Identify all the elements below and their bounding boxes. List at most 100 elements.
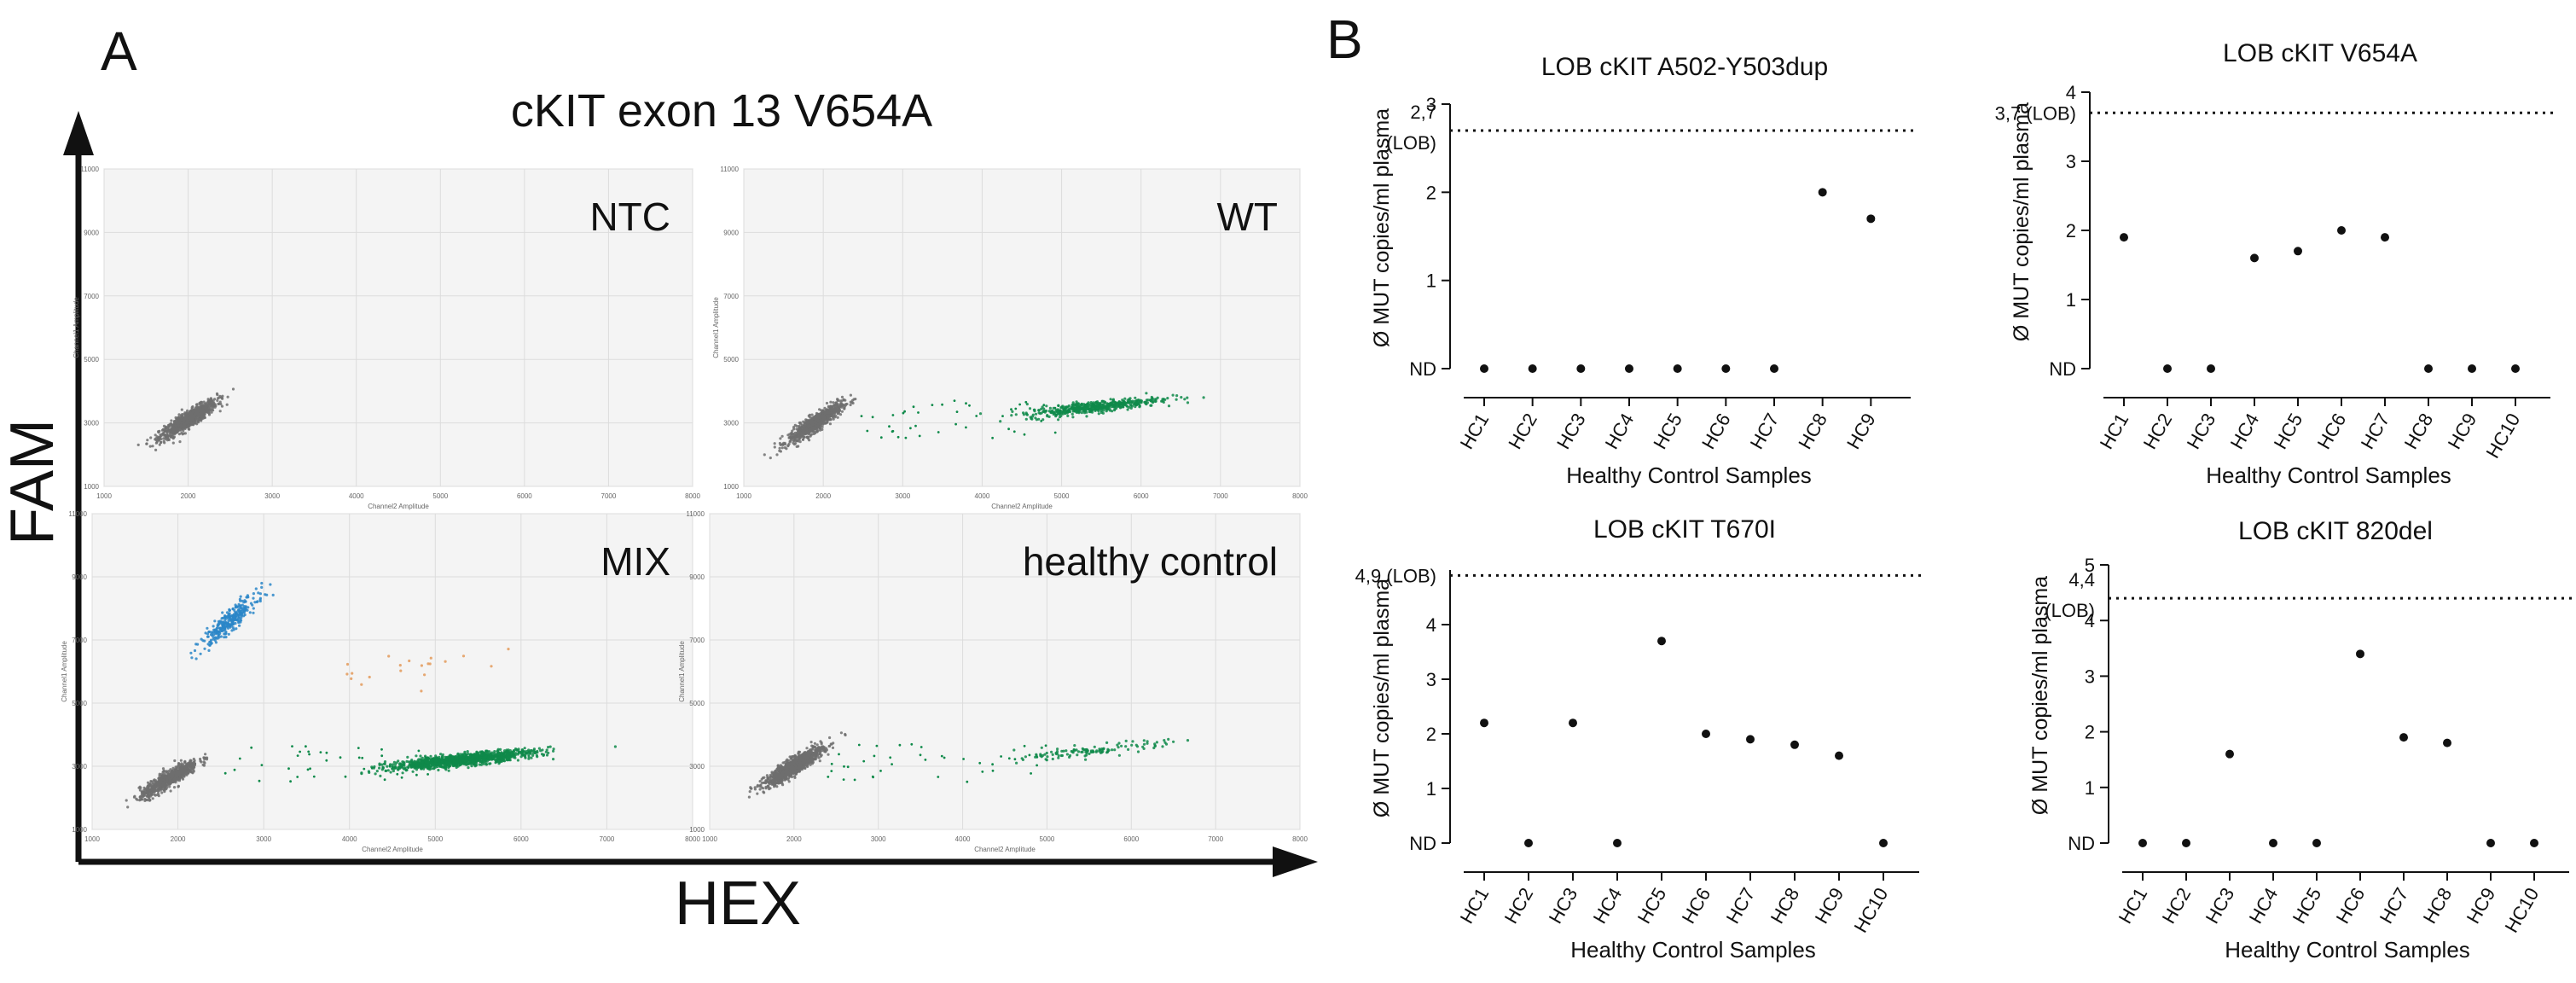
droplet-point	[519, 752, 523, 755]
droplet-point	[163, 776, 166, 779]
droplet-point	[807, 414, 810, 417]
droplet-point	[195, 416, 199, 420]
droplet-point	[235, 627, 238, 631]
droplet-point	[386, 765, 389, 768]
droplet-point	[1011, 410, 1014, 413]
droplet-point	[454, 754, 457, 759]
droplet-point	[225, 403, 229, 406]
droplet-point	[1022, 413, 1025, 416]
droplet-point	[379, 774, 382, 778]
droplet-point	[184, 769, 188, 773]
droplet-point	[1109, 398, 1112, 401]
droplet-point	[154, 782, 158, 786]
droplet-point	[150, 793, 154, 797]
droplet-point	[903, 410, 906, 413]
droplet-point	[287, 767, 290, 771]
droplet-point	[1153, 398, 1157, 401]
x-tick-label: 3000	[895, 492, 910, 500]
droplet-point	[439, 753, 443, 756]
droplet-point	[780, 434, 784, 438]
droplet-point	[195, 403, 199, 406]
droplet-point	[965, 402, 967, 405]
droplet-point	[1093, 403, 1096, 406]
droplet-point	[525, 749, 529, 753]
droplet-plot-1: 1000 2000 3000 4000 5000 6000 7000 800011000900…	[73, 166, 700, 510]
droplet-point	[1076, 407, 1079, 410]
droplet-point	[816, 416, 821, 419]
droplet-point	[513, 749, 516, 753]
droplet-point	[160, 791, 164, 794]
droplet-point	[516, 759, 520, 762]
droplet-point	[1042, 404, 1046, 407]
droplet-point	[451, 763, 455, 766]
droplet-point	[902, 411, 905, 415]
x-tick-label: 1000	[736, 492, 751, 500]
droplet-point	[395, 761, 398, 765]
droplet-point	[1103, 405, 1106, 409]
droplet-point	[1071, 416, 1075, 419]
droplet-point	[809, 428, 813, 432]
droplet-point	[445, 755, 450, 759]
droplet-point	[236, 608, 241, 612]
droplet-point	[173, 759, 177, 763]
droplet-point	[891, 430, 894, 433]
droplet-point	[224, 621, 228, 625]
droplet-point	[345, 672, 349, 676]
droplet-point	[1126, 404, 1129, 408]
droplet-point	[177, 428, 180, 431]
droplet-point	[1045, 404, 1048, 408]
x-tick-label: 7000	[1213, 492, 1228, 500]
droplet-point	[325, 759, 328, 762]
droplet-point	[258, 596, 262, 600]
droplet-point	[256, 600, 259, 603]
droplet-point	[954, 422, 957, 426]
droplet-point	[1040, 411, 1043, 415]
droplet-point	[613, 745, 618, 748]
droplet-point	[1089, 402, 1093, 406]
droplet-point	[219, 402, 223, 406]
droplet-point	[189, 765, 192, 768]
droplet-point	[1105, 405, 1109, 409]
droplet-point	[210, 399, 213, 404]
droplet-point	[780, 446, 784, 450]
droplet-point	[1113, 401, 1117, 404]
droplet-point	[189, 422, 193, 426]
droplet-point	[810, 413, 814, 416]
droplet-point	[814, 416, 817, 419]
droplet-point	[552, 758, 555, 761]
droplet-point	[793, 423, 797, 427]
droplet-point	[814, 424, 818, 428]
x-tick-label: 8000	[685, 492, 700, 500]
droplet-point	[162, 783, 165, 787]
droplet-point	[160, 776, 163, 779]
droplet-point	[271, 593, 275, 597]
droplet-point	[305, 745, 307, 748]
droplet-point	[507, 748, 510, 752]
droplet-point	[479, 756, 482, 760]
droplet-point	[234, 621, 237, 625]
x-tick-label: 3000	[871, 835, 886, 843]
droplet-point	[193, 414, 196, 417]
droplet-point	[1034, 416, 1037, 420]
droplet-point	[206, 400, 210, 404]
droplet-point	[210, 410, 213, 414]
droplet-point	[191, 414, 194, 417]
droplet-plot-title: healthy control	[1023, 539, 1278, 584]
droplet-point	[421, 760, 424, 764]
droplet-point	[250, 746, 253, 749]
droplet-point	[545, 753, 549, 757]
x-axis-sublabel: Channel2 Amplitude	[362, 846, 423, 853]
droplet-point	[399, 669, 403, 672]
droplet-point	[420, 689, 423, 693]
droplet-point	[229, 623, 233, 626]
droplet-point	[1121, 405, 1124, 409]
droplet-point	[177, 777, 181, 781]
droplet-point	[166, 771, 170, 775]
droplet-point	[220, 404, 224, 408]
droplet-point	[232, 615, 235, 619]
droplet-point	[191, 405, 194, 409]
droplet-point	[132, 795, 136, 799]
droplet-point	[896, 435, 900, 439]
droplet-point	[207, 410, 211, 414]
droplet-point	[166, 426, 170, 429]
